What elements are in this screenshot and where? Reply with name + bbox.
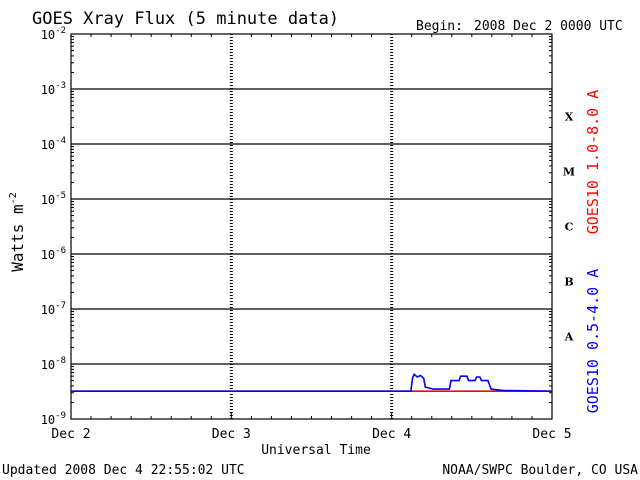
y-tick-base: 10 xyxy=(41,248,55,262)
y-tick-base: 10 xyxy=(41,28,55,42)
y-tick-label: 10-9 xyxy=(41,411,66,427)
y-tick-base: 10 xyxy=(41,138,55,152)
y-tick-label: 10-5 xyxy=(41,191,66,207)
y-tick-exponent: -8 xyxy=(55,356,66,366)
y-tick-exponent: -9 xyxy=(55,411,66,421)
y-tick-exponent: -2 xyxy=(55,26,66,36)
y-tick-base: 10 xyxy=(41,193,55,207)
y-axis-label-exponent: -2 xyxy=(8,192,19,204)
y-axis-label: Watts m-2 xyxy=(8,192,27,271)
flare-class-c: C xyxy=(565,221,574,234)
flare-class-b: B xyxy=(564,276,573,289)
flare-class-labels: X M C B A xyxy=(563,111,575,344)
plot-frame xyxy=(70,33,553,420)
y-tick-label: 10-6 xyxy=(41,246,66,262)
legend-short-channel: GOES10 0.5-4.0 A xyxy=(584,269,602,414)
x-tick-label: Dec 3 xyxy=(212,427,251,442)
flare-class-m: M xyxy=(563,166,575,179)
y-axis-ticks: 10-910-810-710-610-510-410-310-2 xyxy=(41,26,552,427)
x-axis-label: Universal Time xyxy=(261,443,371,458)
chart-title: GOES Xray Flux (5 minute data) xyxy=(32,9,339,29)
begin-label: Begin: xyxy=(416,19,463,34)
y-tick-exponent: -3 xyxy=(55,81,66,91)
legend-long-channel: GOES10 1.0-8.0 A xyxy=(584,90,602,235)
x-tick-label: Dec 5 xyxy=(532,427,571,442)
y-tick-base: 10 xyxy=(41,358,55,372)
y-tick-label: 10-7 xyxy=(41,301,66,317)
vertical-day-grid xyxy=(229,34,394,419)
y-tick-label: 10-8 xyxy=(41,356,66,372)
x-axis-ticks: Dec 2 Dec 3 Dec 4 Dec 5 xyxy=(51,34,572,442)
x-tick-label: Dec 4 xyxy=(372,427,411,442)
flare-class-a: A xyxy=(564,331,574,344)
flare-class-x: X xyxy=(565,111,574,124)
y-tick-base: 10 xyxy=(41,303,55,317)
data-series xyxy=(71,372,553,393)
y-axis-label-text: Watts m xyxy=(8,204,27,271)
series-line-short-channel xyxy=(71,372,553,393)
y-tick-label: 10-2 xyxy=(41,26,66,42)
y-tick-exponent: -4 xyxy=(55,136,66,146)
updated-timestamp: Updated 2008 Dec 4 22:55:02 UTC xyxy=(2,463,245,478)
y-tick-exponent: -7 xyxy=(55,301,66,311)
y-tick-exponent: -5 xyxy=(55,191,66,201)
svg-text:Watts m-2: Watts m-2 xyxy=(8,192,27,271)
y-tick-label: 10-4 xyxy=(41,136,66,152)
y-tick-base: 10 xyxy=(41,413,55,427)
horizontal-grid xyxy=(71,88,552,365)
data-source: NOAA/SWPC Boulder, CO USA xyxy=(442,463,638,478)
x-tick-label: Dec 2 xyxy=(51,427,90,442)
y-tick-base: 10 xyxy=(41,83,55,97)
y-tick-label: 10-3 xyxy=(41,81,66,97)
y-tick-exponent: -6 xyxy=(55,246,66,256)
begin-value: 2008 Dec 2 0000 UTC xyxy=(474,19,623,34)
